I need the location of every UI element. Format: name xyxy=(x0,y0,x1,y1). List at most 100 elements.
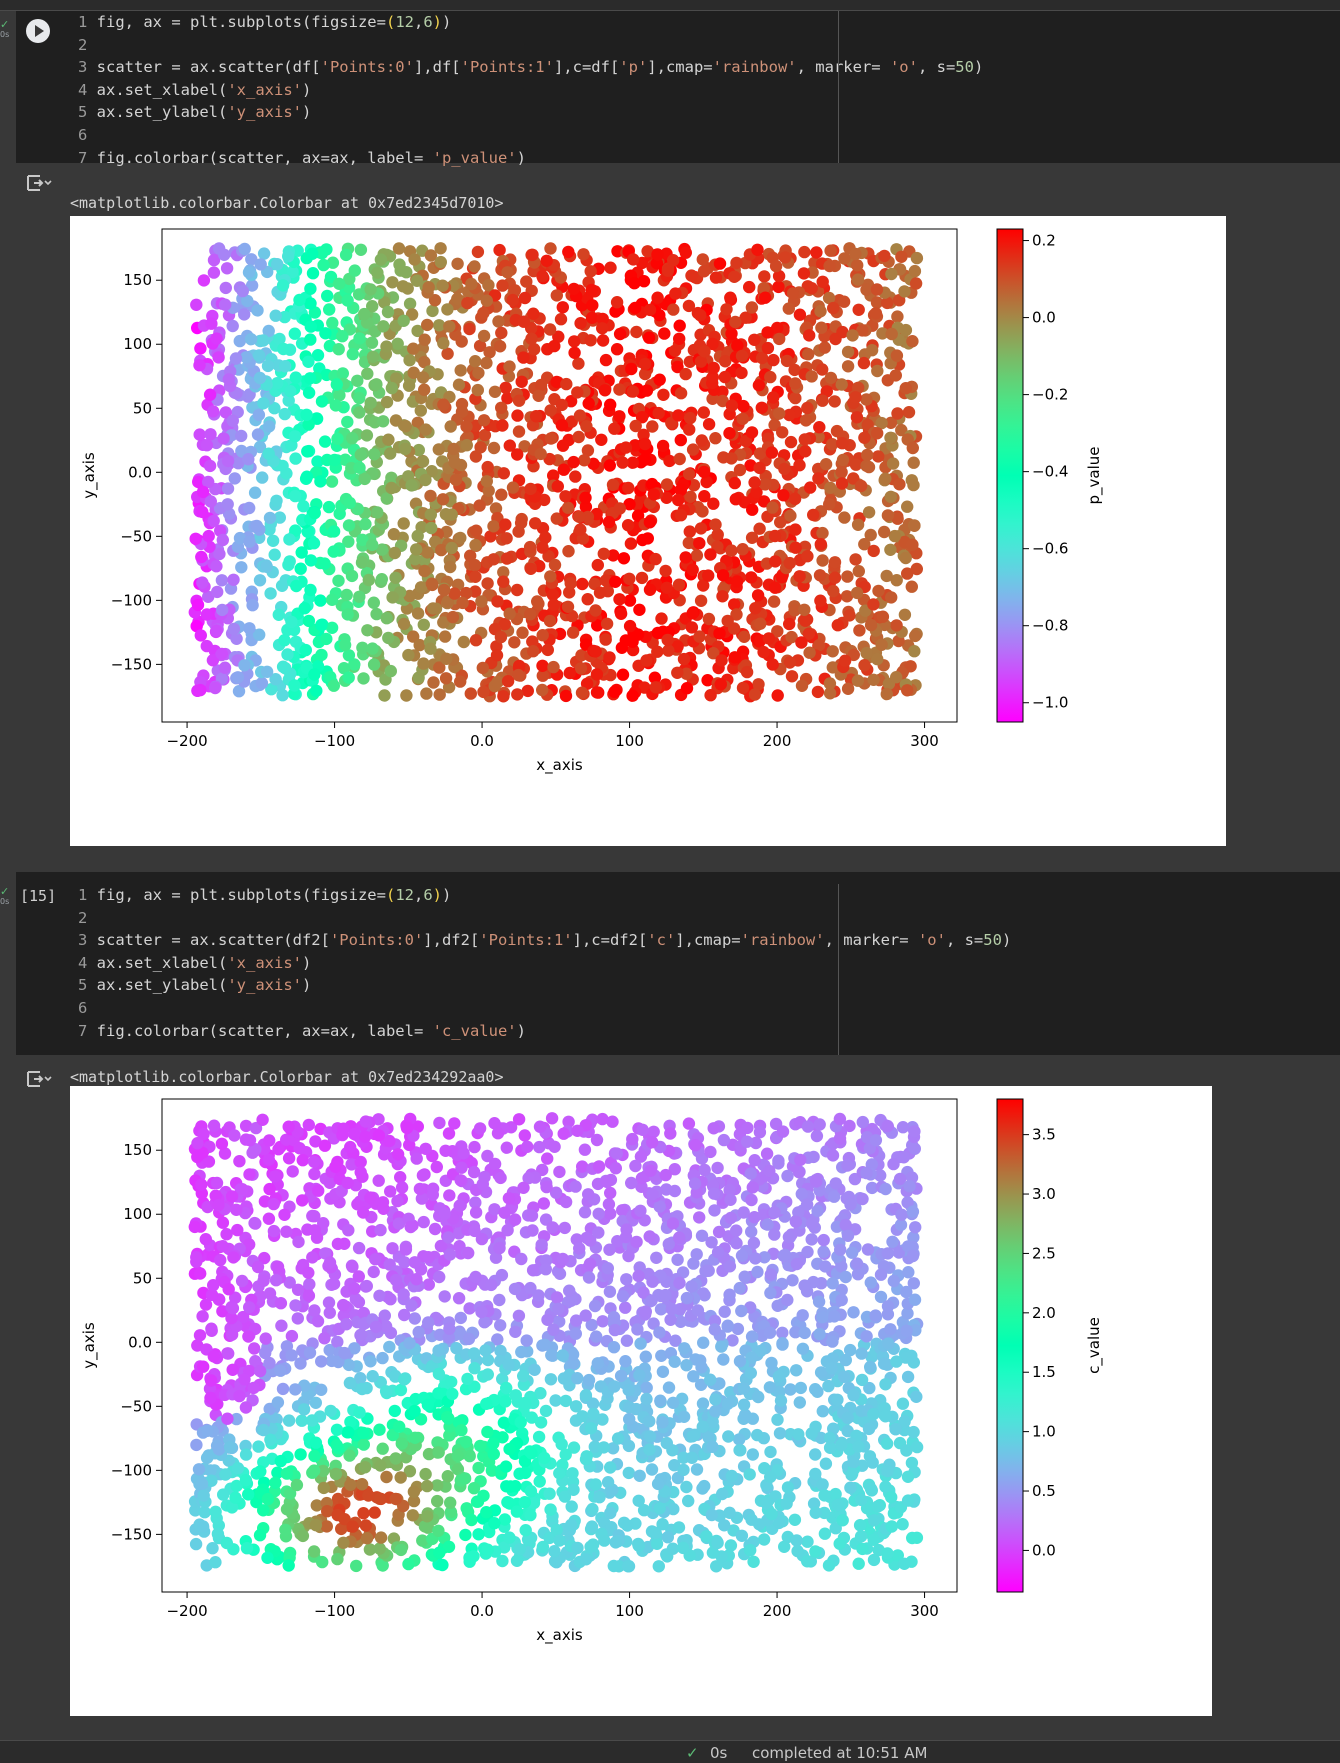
code-line[interactable]: 5 ax.set_ylabel('y_axis') xyxy=(78,101,983,124)
scatter-point xyxy=(208,1120,220,1132)
scatter-point xyxy=(867,1456,879,1468)
scatter-point xyxy=(697,1421,709,1433)
scatter-point xyxy=(817,1405,829,1417)
scatter-point xyxy=(842,683,854,695)
scatter-point xyxy=(423,281,435,293)
code-token: ) xyxy=(517,149,526,167)
scatter-point xyxy=(644,584,656,596)
scatter-point xyxy=(209,1506,221,1518)
code-line[interactable]: 4 ax.set_xlabel('x_axis') xyxy=(78,952,1011,975)
code-line[interactable]: 1 fig, ax = plt.subplots(figsize=(12,6)) xyxy=(78,884,1011,907)
code-line[interactable]: 2 xyxy=(78,34,983,57)
code-line[interactable]: 3 scatter = ax.scatter(df['Points:0'],df… xyxy=(78,56,983,79)
code-line[interactable]: 5 ax.set_ylabel('y_axis') xyxy=(78,974,1011,997)
code-line[interactable]: 7 fig.colorbar(scatter, ax=ax, label= 'p… xyxy=(78,147,983,170)
cell-1-code-area[interactable]: 1 fig, ax = plt.subplots(figsize=(12,6))… xyxy=(16,11,1340,163)
scatter-point xyxy=(769,555,781,567)
scatter-point xyxy=(194,1267,206,1279)
scatter-point xyxy=(357,672,369,684)
y-tick-label: −150 xyxy=(111,655,152,673)
cell-1-code-editor[interactable]: 1 fig, ax = plt.subplots(figsize=(12,6))… xyxy=(78,11,983,169)
scatter-point xyxy=(194,428,206,440)
scatter-point xyxy=(672,494,684,506)
scatter-point xyxy=(469,571,481,583)
scatter-point xyxy=(658,327,670,339)
code-token: ) xyxy=(974,58,983,76)
code-line[interactable]: 3 scatter = ax.scatter(df2['Points:0'],d… xyxy=(78,929,1011,952)
scatter-point xyxy=(448,456,460,468)
scatter-point xyxy=(368,658,380,670)
scatter-point xyxy=(554,1268,566,1280)
scatter-point xyxy=(568,335,580,347)
scatter-point xyxy=(792,1428,804,1440)
scatter-point xyxy=(283,1559,295,1571)
scatter-point xyxy=(674,320,686,332)
scatter-point xyxy=(574,523,586,535)
scatter-point xyxy=(560,378,572,390)
scatter-point xyxy=(532,390,544,402)
code-line[interactable]: 2 xyxy=(78,907,1011,930)
scatter-point xyxy=(796,680,808,692)
scatter-point xyxy=(789,542,801,554)
scatter-point xyxy=(730,257,742,269)
scatter-point xyxy=(456,335,468,347)
scatter-point xyxy=(847,1456,859,1468)
scatter-point xyxy=(836,437,848,449)
scatter-point xyxy=(448,443,460,455)
scatter-point xyxy=(911,252,923,264)
code-line[interactable]: 4 ax.set_xlabel('x_axis') xyxy=(78,79,983,102)
scatter-point xyxy=(437,398,449,410)
scatter-point xyxy=(529,517,541,529)
code-line[interactable]: 7 fig.colorbar(scatter, ax=ax, label= 'c… xyxy=(78,1020,1011,1043)
output-toggle-icon[interactable] xyxy=(26,172,52,194)
scatter-point xyxy=(444,561,456,573)
scatter-point xyxy=(487,1437,499,1449)
scatter-point xyxy=(888,1275,900,1287)
code-line[interactable]: 6 xyxy=(78,124,983,147)
scatter-point xyxy=(479,1344,491,1356)
scatter-point xyxy=(908,645,920,657)
scatter-point xyxy=(445,420,457,432)
scatter-point xyxy=(282,250,294,262)
scatter-point xyxy=(584,1541,596,1553)
scatter-point xyxy=(764,1446,776,1458)
scatter-point xyxy=(882,1120,894,1132)
scatter-point xyxy=(544,404,556,416)
code-token: 'o' xyxy=(890,58,918,76)
scatter-point xyxy=(429,1223,441,1235)
scatter-point xyxy=(806,1233,818,1245)
x-tick-label: 200 xyxy=(763,732,792,750)
scatter-point xyxy=(579,1206,591,1218)
code-line[interactable]: 1 fig, ax = plt.subplots(figsize=(12,6)) xyxy=(78,11,983,34)
scatter-point xyxy=(643,332,655,344)
scatter-point xyxy=(389,1405,401,1417)
scatter-point xyxy=(500,532,512,544)
scatter-point xyxy=(627,385,639,397)
scatter-point xyxy=(653,1560,665,1572)
cell-2-code-editor[interactable]: 1 fig, ax = plt.subplots(figsize=(12,6))… xyxy=(78,884,1011,1042)
scatter-point xyxy=(393,1421,405,1433)
scatter-point xyxy=(518,316,530,328)
scatter-point xyxy=(906,1457,918,1469)
code-line[interactable]: 6 xyxy=(78,997,1011,1020)
scatter-point xyxy=(459,1472,471,1484)
code-token: ax.set_ylabel( xyxy=(97,103,228,121)
cell-2-code-area[interactable]: [15] 1 fig, ax = plt.subplots(figsize=(1… xyxy=(16,872,1340,1055)
scatter-point xyxy=(809,1468,821,1480)
scatter-point xyxy=(507,481,519,493)
scatter-point xyxy=(201,1425,213,1437)
output-toggle-icon[interactable] xyxy=(26,1068,52,1090)
scatter-point xyxy=(612,1432,624,1444)
scatter-point xyxy=(526,1210,538,1222)
scatter-point xyxy=(803,647,815,659)
scatter-point xyxy=(562,601,574,613)
scatter-point xyxy=(516,376,528,388)
scatter-point xyxy=(703,613,715,625)
scatter-point xyxy=(229,472,241,484)
scatter-point xyxy=(240,1448,252,1460)
scatter-point xyxy=(713,1226,725,1238)
scatter-point xyxy=(778,463,790,475)
scatter-point xyxy=(238,659,250,671)
scatter-point xyxy=(541,1152,553,1164)
run-cell-button[interactable] xyxy=(26,19,50,43)
